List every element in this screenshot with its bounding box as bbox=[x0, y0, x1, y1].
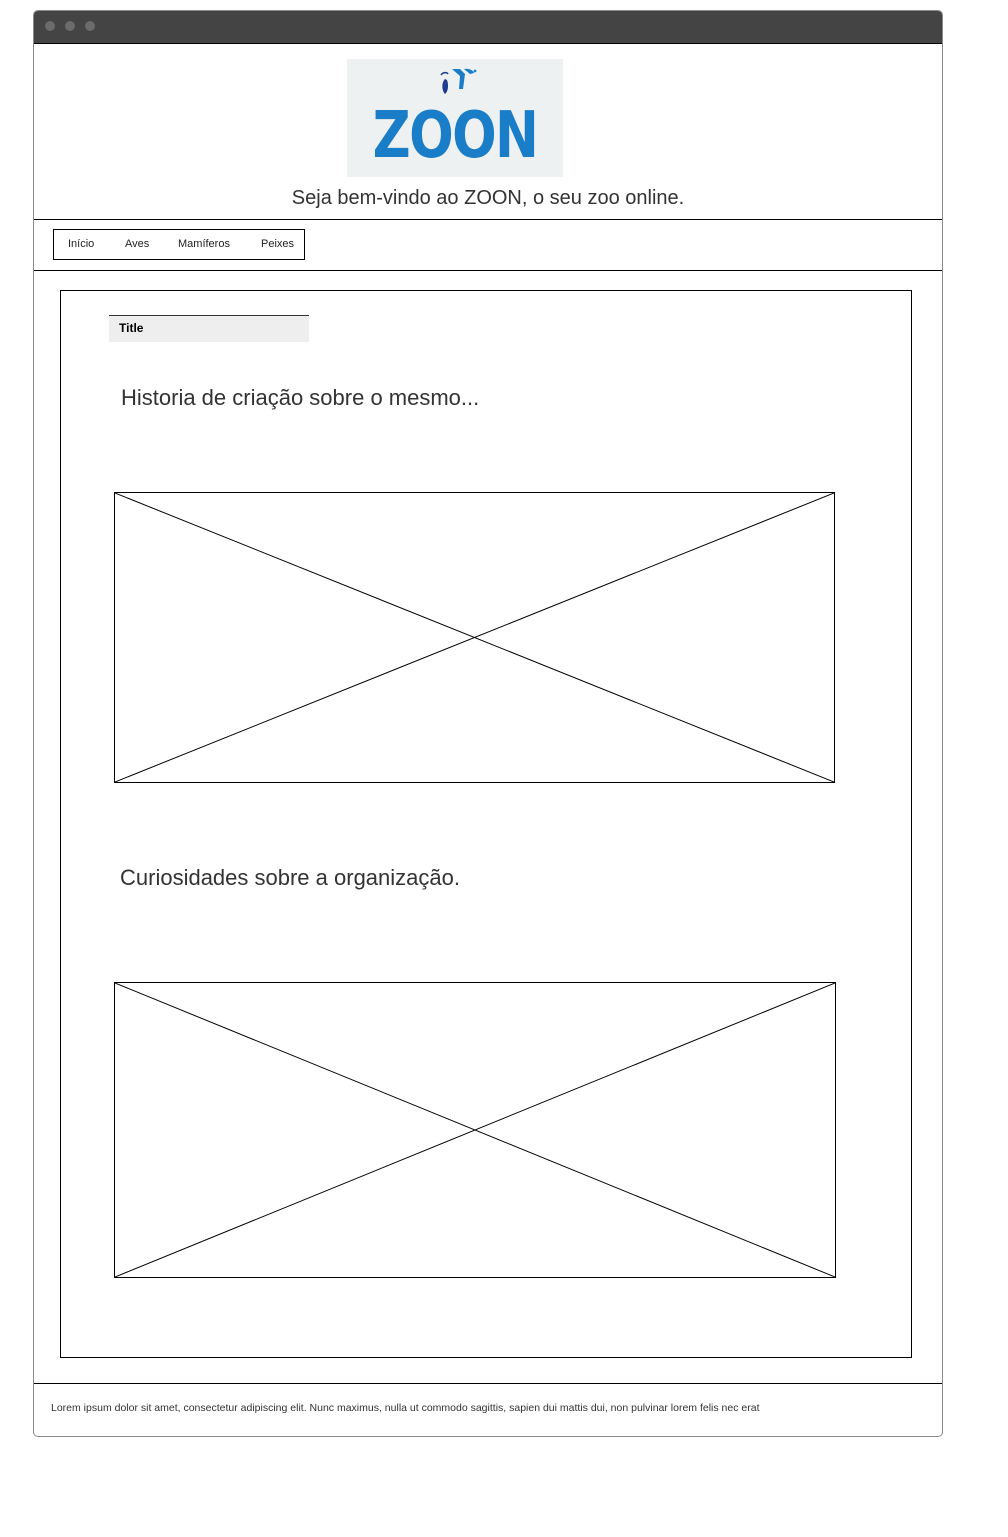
image-placeholder-icon bbox=[115, 983, 835, 1277]
welcome-message: Seja bem-vindo ao ZOON, o seu zoo online… bbox=[291, 187, 685, 209]
zoon-logo-icon bbox=[440, 68, 477, 94]
image-placeholder-1 bbox=[114, 492, 835, 783]
navbar: Início Aves Mamíferos Peixes bbox=[34, 220, 942, 271]
nav-item-inicio[interactable]: Início bbox=[68, 238, 95, 250]
image-placeholder-icon bbox=[115, 493, 834, 782]
window-minimize-dot[interactable] bbox=[65, 21, 75, 31]
footer-text: Lorem ipsum dolor sit amet, consectetur … bbox=[51, 1402, 760, 1414]
site-logo[interactable]: ZOON bbox=[347, 59, 563, 177]
nav-menu: Início Aves Mamíferos Peixes bbox=[53, 229, 305, 260]
window-close-dot[interactable] bbox=[45, 21, 55, 31]
site-header: ZOON Seja bem-vindo ao ZOON, o seu zoo o… bbox=[34, 43, 942, 220]
nav-item-mamiferos[interactable]: Mamíferos bbox=[178, 238, 230, 250]
browser-window: ZOON Seja bem-vindo ao ZOON, o seu zoo o… bbox=[33, 10, 943, 1437]
history-text: Historia de criação sobre o mesmo... bbox=[121, 385, 480, 410]
nav-item-aves[interactable]: Aves bbox=[125, 238, 150, 250]
content-title-tab: Title bbox=[109, 315, 309, 342]
window-maximize-dot[interactable] bbox=[85, 21, 95, 31]
main-content: Title Historia de criação sobre o mesmo.… bbox=[60, 290, 912, 1358]
site-footer: Lorem ipsum dolor sit amet, consectetur … bbox=[34, 1383, 942, 1436]
logo-wordmark: ZOON bbox=[372, 99, 539, 173]
nav-item-peixes[interactable]: Peixes bbox=[261, 238, 295, 250]
image-placeholder-2 bbox=[114, 982, 836, 1278]
curiosities-text: Curiosidades sobre a organização. bbox=[120, 865, 460, 890]
window-titlebar bbox=[34, 11, 942, 43]
